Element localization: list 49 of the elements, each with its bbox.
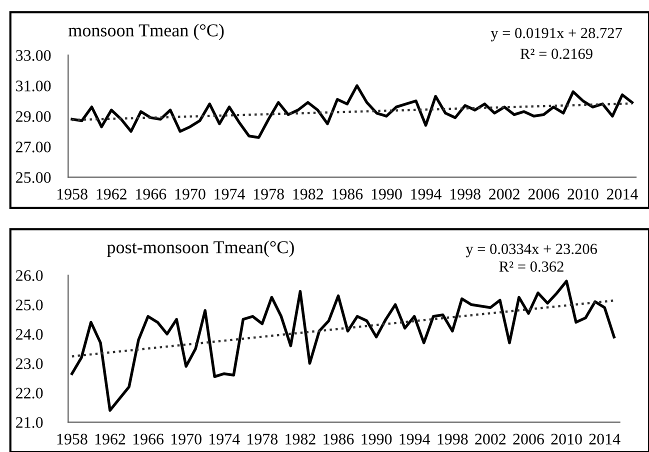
- y-tick-label: 29.00: [16, 111, 51, 122]
- x-tick-label: 2006: [528, 188, 560, 200]
- x-tick-label: 1966: [136, 188, 166, 200]
- x-tick-label: 2010: [568, 188, 598, 200]
- x-tick-label: 1998: [450, 188, 480, 200]
- x-tick-label: 1986: [324, 434, 354, 445]
- x-tick-label: 1958: [58, 188, 88, 200]
- chart-title: monsoon Tmean (°C): [68, 24, 224, 40]
- y-tick-label: 31.00: [16, 80, 51, 92]
- x-tick-label: 1982: [286, 434, 316, 445]
- chart-title: post-monsoon Tmean(°C): [107, 240, 294, 258]
- x-tick-label: 1990: [372, 188, 402, 200]
- x-tick-label: 1978: [254, 188, 284, 200]
- x-tick-label: 1974: [210, 434, 240, 445]
- x-tick-label: 1970: [172, 434, 202, 445]
- y-tick-label: 26.0: [16, 270, 43, 282]
- line-series: [70, 280, 616, 412]
- x-tick-label: 1974: [214, 188, 245, 200]
- y-tick-label: 22.0: [16, 388, 43, 399]
- x-tick-label: 2002: [475, 434, 506, 445]
- text: y = 0.0191x + 28.727: [490, 28, 622, 42]
- annotation: R² = 0.2169: [520, 48, 592, 60]
- text: y = 0.0334x + 23.206: [466, 244, 597, 258]
- x-tick-label: 1994: [400, 434, 430, 445]
- text: R² = 0.362: [499, 261, 564, 272]
- x-tick-label: 1962: [96, 188, 126, 200]
- x-tick-label: 2014: [606, 188, 638, 200]
- y-tick-label: 21.0: [16, 417, 43, 428]
- x-tick-label: 2010: [551, 434, 582, 445]
- x-tick-label: 2014: [589, 434, 620, 445]
- x-tick-label: 1990: [362, 434, 392, 445]
- y-tick-label: 27.00: [16, 142, 51, 152]
- line-series: [70, 84, 634, 139]
- x-tick-label: 1998: [438, 434, 468, 445]
- x-tick-label: 1970: [175, 188, 206, 200]
- x-tick-label: 1982: [293, 188, 323, 200]
- x-tick-label: 1966: [133, 434, 164, 445]
- x-tick-label: 1978: [248, 434, 278, 445]
- y-tick-label: 33.00: [16, 50, 51, 61]
- y-tick-label: 23.0: [16, 358, 43, 370]
- x-tick-label: 1994: [411, 188, 442, 200]
- x-tick-label: 2002: [489, 188, 520, 200]
- x-tick-label: 1962: [95, 434, 126, 445]
- y-tick-label: 24.0: [16, 328, 43, 340]
- y-tick-label: 25.00: [16, 172, 51, 183]
- x-tick-label: 1986: [332, 188, 363, 200]
- x-tick-label: 1958: [57, 434, 88, 445]
- x-tick-label: 2006: [513, 434, 544, 445]
- y-tick-label: 25.0: [16, 300, 43, 310]
